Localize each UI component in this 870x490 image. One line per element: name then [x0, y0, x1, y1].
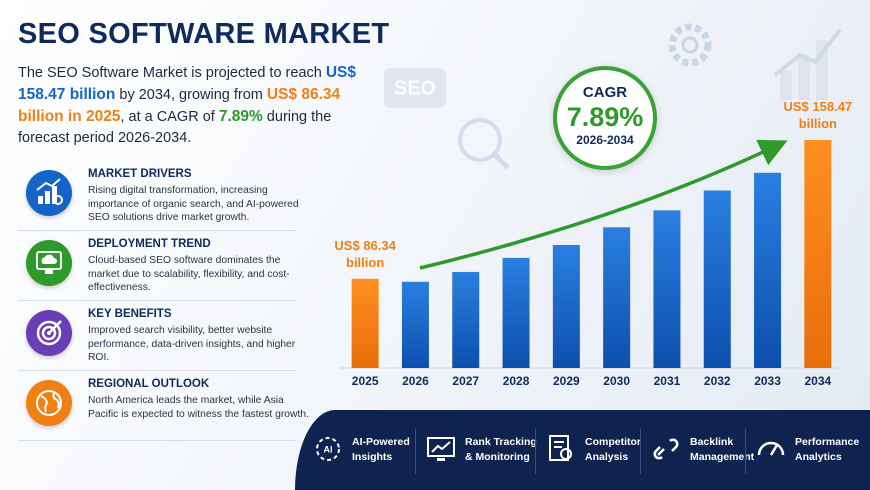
card-text: Rising digital transformation, increasin…: [88, 185, 299, 223]
cagr-badge: CAGR 7.89% 2026-2034: [553, 66, 657, 170]
icon-glyph: [36, 178, 63, 205]
feature-label: Backlink Management: [690, 436, 755, 463]
x-tick-label: 2025: [352, 374, 379, 388]
intro-segment: US$ 158.47 billion: [18, 64, 357, 103]
card-text: Improved search visibility, better websi…: [88, 325, 296, 363]
growth-arrow: [419, 139, 788, 270]
icon-glyph: [36, 251, 62, 274]
intro-segment: during the forecast period 2026-2034.: [18, 109, 332, 146]
x-tick-label: 2029: [553, 374, 580, 388]
cagr-label: CAGR: [582, 84, 628, 101]
separator: [415, 428, 416, 474]
x-tick-label: 2033: [754, 374, 781, 388]
feature-icon: [549, 435, 572, 461]
feature-label: AI-Powered Insights: [352, 436, 410, 463]
value-label: US$ 86.34 billion: [334, 237, 396, 270]
card-icon: [26, 310, 72, 356]
svg-text:AI: AI: [324, 444, 333, 454]
feature-label: Competitor Analysis: [585, 436, 641, 463]
title: SEO SOFTWARE MARKET: [18, 18, 390, 50]
bar: [351, 278, 379, 368]
intro-segment: US$ 86.34 billion in 2025: [18, 86, 341, 125]
bar: [754, 172, 782, 368]
card-icon: [26, 240, 72, 286]
bar: [603, 227, 631, 368]
intro-segment: 7.89%: [218, 108, 263, 125]
intro-segment: , at a CAGR of: [120, 109, 219, 125]
card-icon: [26, 380, 72, 426]
x-tick-label: 2030: [603, 374, 630, 388]
card-heading: DEPLOYMENT TREND: [88, 238, 211, 250]
separator: [640, 428, 641, 474]
cagr-period: 2026-2034: [576, 133, 634, 147]
bar: [552, 244, 580, 368]
intro-text: The SEO Software Market is projected to …: [18, 62, 378, 149]
card-text: Cloud-based SEO software dominates the m…: [88, 255, 290, 293]
card-heading: KEY BENEFITS: [88, 308, 172, 320]
feature-icon: AI: [316, 437, 340, 461]
x-tick-label: 2027: [452, 374, 479, 388]
icon-glyph: [36, 320, 62, 346]
card: DEPLOYMENT TREND Cloud-based SEO software…: [18, 234, 296, 301]
x-tick-label: 2032: [704, 374, 731, 388]
card: MARKET DRIVERS Rising digital transformat…: [18, 164, 299, 231]
bar: [804, 139, 832, 368]
feature-label: Performance Analytics: [795, 436, 860, 463]
x-tick-label: 2034: [804, 374, 831, 388]
separator: [535, 428, 536, 474]
card: KEY BENEFITS Improved search visibility, …: [18, 304, 296, 371]
bar: [653, 210, 681, 368]
x-tick-label: 2031: [654, 374, 681, 388]
card-icon: [26, 170, 72, 216]
bar: [452, 271, 480, 368]
value-label: US$ 158.47 billion: [783, 98, 853, 131]
cagr-value: 7.89%: [566, 102, 644, 132]
x-tick-label: 2028: [503, 374, 530, 388]
intro-segment: The SEO Software Market is projected to …: [18, 65, 326, 81]
feature-label: Rank Tracking & Monitoring: [465, 436, 537, 463]
svg-text:SEO: SEO: [394, 77, 436, 99]
bar: [703, 190, 731, 368]
x-tick-label: 2026: [402, 374, 429, 388]
separator: [745, 428, 746, 474]
feature-icon: [427, 437, 455, 461]
feature-icon: [757, 441, 785, 456]
card: REGIONAL OUTLOOK North America leads the …: [18, 374, 309, 441]
card-text: North America leads the market, while As…: [88, 395, 309, 420]
intro-segment: by 2034, growing from: [115, 87, 267, 103]
icon-glyph: [36, 390, 62, 416]
card-heading: REGIONAL OUTLOOK: [88, 378, 210, 390]
card-heading: MARKET DRIVERS: [88, 168, 192, 180]
bar: [401, 281, 429, 368]
bar: [502, 257, 530, 368]
feature-icon: [653, 438, 679, 460]
